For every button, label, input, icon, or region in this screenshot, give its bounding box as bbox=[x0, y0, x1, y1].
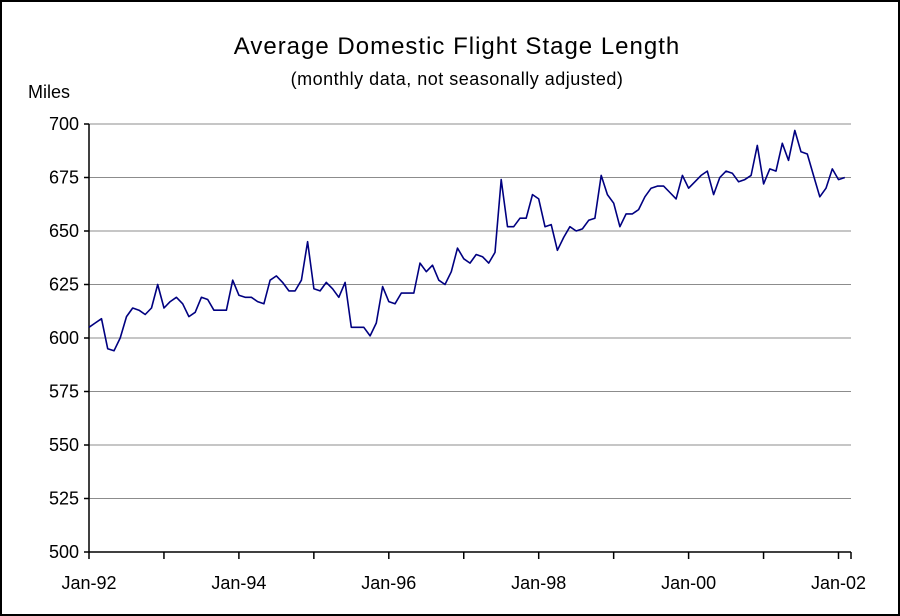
axes bbox=[84, 123, 852, 559]
y-tick-label: 525 bbox=[49, 489, 79, 509]
y-tick-labels: 500 525 550 575 600 625 650 675 700 bbox=[49, 114, 79, 562]
y-tick-label: 625 bbox=[49, 275, 79, 295]
y-tick-label: 675 bbox=[49, 168, 79, 188]
y-axis-label: Miles bbox=[28, 82, 70, 102]
y-tick-label: 550 bbox=[49, 435, 79, 455]
x-tick-label: Jan-94 bbox=[211, 573, 266, 593]
chart-title: Average Domestic Flight Stage Length bbox=[234, 33, 680, 60]
x-tick-label: Jan-02 bbox=[811, 573, 866, 593]
y-tick-label: 500 bbox=[49, 542, 79, 562]
y-tick-label: 700 bbox=[49, 114, 79, 134]
x-tick-label: Jan-00 bbox=[661, 573, 716, 593]
x-tick-labels: Jan-92 Jan-94 Jan-96 Jan-98 Jan-00 Jan-02 bbox=[61, 573, 866, 593]
y-tick-label: 575 bbox=[49, 382, 79, 402]
chart-subtitle: (monthly data, not seasonally adjusted) bbox=[291, 69, 624, 89]
y-tick-label: 650 bbox=[49, 221, 79, 241]
gridlines bbox=[89, 123, 851, 499]
y-tick-label: 600 bbox=[49, 328, 79, 348]
x-tick-label: Jan-98 bbox=[511, 573, 566, 593]
x-tick-label: Jan-92 bbox=[61, 573, 116, 593]
x-tick-label: Jan-96 bbox=[361, 573, 416, 593]
series-line bbox=[88, 129, 846, 352]
